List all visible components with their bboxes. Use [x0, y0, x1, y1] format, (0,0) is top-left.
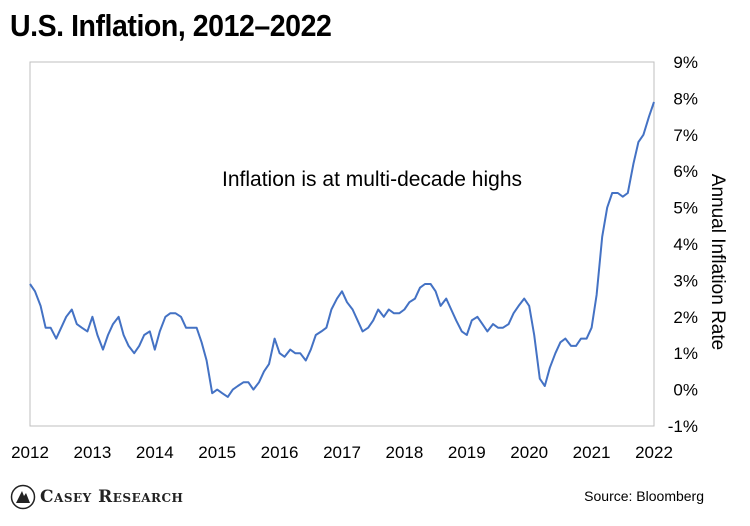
- x-tick-label: 2015: [198, 443, 236, 462]
- y-tick-label: 8%: [673, 89, 698, 108]
- x-tick-label: 2017: [323, 443, 361, 462]
- x-tick-label: 2020: [510, 443, 548, 462]
- chart-title: U.S. Inflation, 2012–2022: [10, 8, 332, 43]
- y-tick-label: 2%: [673, 308, 698, 327]
- y-tick-label: 4%: [673, 235, 698, 254]
- x-tick-label: 2012: [11, 443, 49, 462]
- y-axis-ticks: -1% 0% 1% 2% 3% 4% 5% 6% 7% 8% 9%: [668, 53, 698, 436]
- x-tick-label: 2014: [136, 443, 174, 462]
- inflation-series-line: [29, 101, 655, 398]
- plot-area: [29, 61, 655, 427]
- y-tick-label: 3%: [673, 271, 698, 290]
- x-tick-label: 2022: [635, 443, 673, 462]
- chart-annotation: Inflation is at multi-decade highs: [222, 168, 522, 191]
- x-axis-ticks: 2012 2013 2014 2015 2016 2017 2018 2019 2020 2021…: [11, 443, 673, 462]
- x-tick-label: 2013: [73, 443, 111, 462]
- y-tick-label: -1%: [668, 417, 698, 436]
- source-note: Source: Bloomberg: [584, 488, 704, 504]
- y-tick-label: 5%: [673, 199, 698, 218]
- y-tick-label: 7%: [673, 126, 698, 145]
- logo-text: Casey Research: [40, 487, 184, 507]
- y-tick-label: 0%: [673, 381, 698, 400]
- x-tick-label: 2021: [573, 443, 611, 462]
- x-tick-label: 2016: [261, 443, 299, 462]
- y-tick-label: 1%: [673, 344, 698, 363]
- x-tick-label: 2019: [448, 443, 486, 462]
- x-tick-label: 2018: [385, 443, 423, 462]
- y-axis-label: Annual Inflation Rate: [707, 174, 728, 350]
- y-tick-label: 6%: [673, 162, 698, 181]
- logo: Casey Research: [10, 483, 183, 511]
- y-tick-label: 9%: [673, 53, 698, 72]
- casey-research-logo-icon: [10, 484, 36, 510]
